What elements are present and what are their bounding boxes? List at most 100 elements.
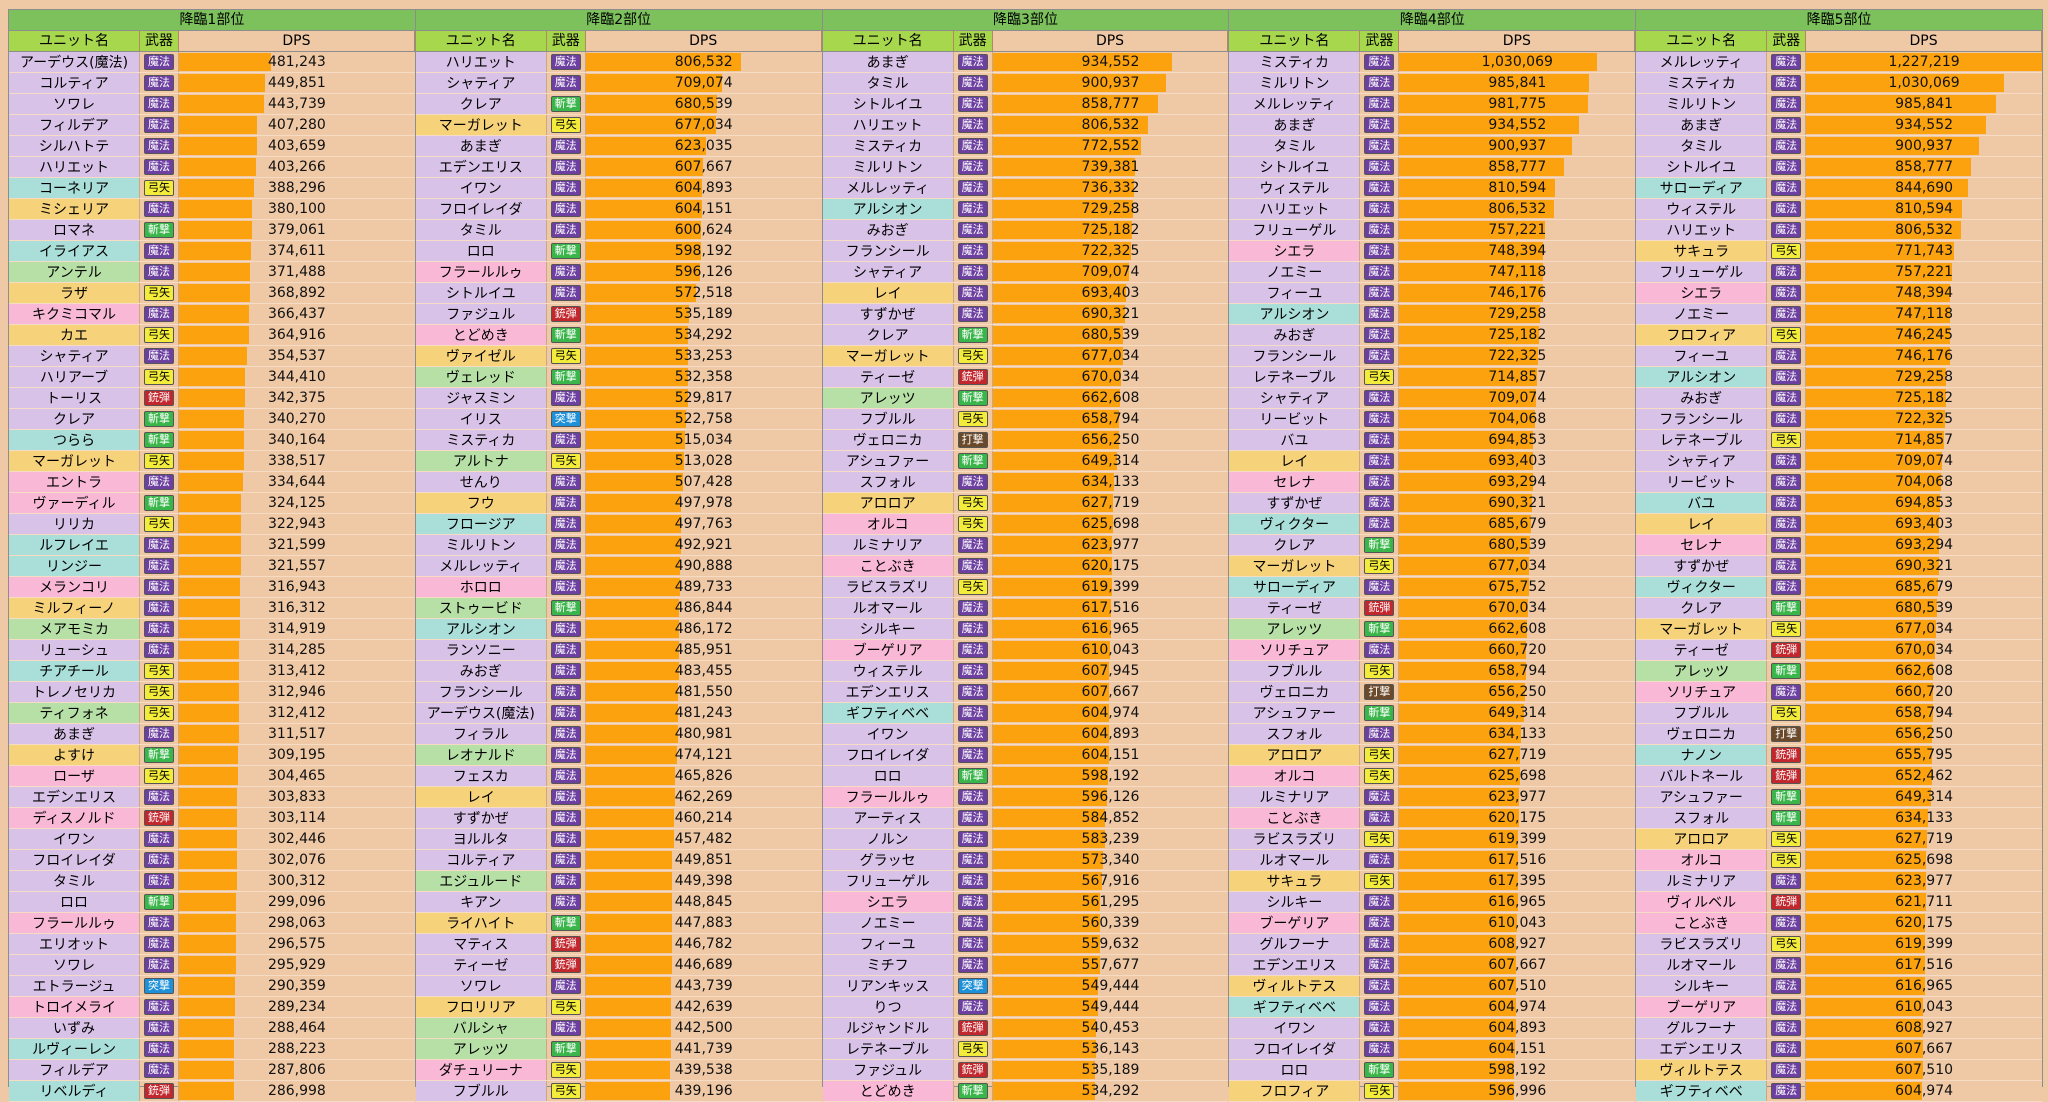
unit-name-cell[interactable]: イライアス <box>9 241 140 261</box>
table-row[interactable]: ノルン 魔法 583,239 <box>822 829 1229 850</box>
table-row[interactable]: ヴァイゼル 弓矢 533,253 <box>415 346 822 367</box>
table-row[interactable]: シエラ 魔法 748,394 <box>1229 241 1636 262</box>
unit-name-cell[interactable]: つらら <box>9 430 140 450</box>
table-row[interactable]: ソリチュア 魔法 660,720 <box>1636 682 2042 703</box>
unit-name-cell[interactable]: ウィステル <box>1636 199 1768 219</box>
unit-name-cell[interactable]: コルティア <box>415 850 547 870</box>
table-row[interactable]: ラザ 弓矢 368,892 <box>9 283 415 304</box>
table-row[interactable]: レイ 魔法 693,403 <box>1229 451 1636 472</box>
table-row[interactable]: シルハトテ 魔法 403,659 <box>9 136 415 157</box>
unit-name-cell[interactable]: メルレッティ <box>1229 94 1361 114</box>
unit-name-cell[interactable]: クレア <box>1229 535 1361 555</box>
table-row[interactable]: ロマネ 斬撃 379,061 <box>9 220 415 241</box>
table-row[interactable]: ギフティベベ 魔法 604,974 <box>822 703 1229 724</box>
unit-name-cell[interactable]: シャティア <box>1636 451 1768 471</box>
table-row[interactable]: ミスティカ 魔法 1,030,069 <box>1229 52 1636 73</box>
table-row[interactable]: ヴィルベル 銃弾 621,711 <box>1636 892 2042 913</box>
unit-name-cell[interactable]: フロイレイダ <box>9 850 140 870</box>
table-row[interactable]: ミルリトン 魔法 492,921 <box>415 535 822 556</box>
table-row[interactable]: ロロ 斬撃 299,096 <box>9 892 415 913</box>
unit-name-cell[interactable]: ウィステル <box>1229 178 1361 198</box>
unit-name-cell[interactable]: アルシオン <box>1636 367 1768 387</box>
unit-name-cell[interactable]: シルキー <box>1636 976 1768 996</box>
unit-name-cell[interactable]: メアモミカ <box>9 619 140 639</box>
table-row[interactable]: トーリス 銃弾 342,375 <box>9 388 415 409</box>
table-row[interactable]: アルシオン 魔法 729,258 <box>1636 367 2042 388</box>
table-row[interactable]: ティーゼ 銃弾 670,034 <box>822 367 1229 388</box>
table-row[interactable]: ライハイト 斬撃 447,883 <box>415 913 822 934</box>
table-row[interactable]: よすけ 斬撃 309,195 <box>9 745 415 766</box>
unit-name-cell[interactable]: エデンエリス <box>1229 955 1361 975</box>
unit-name-cell[interactable]: タミル <box>1636 136 1768 156</box>
unit-name-cell[interactable]: タミル <box>9 871 140 891</box>
table-row[interactable]: スフォル 魔法 634,133 <box>1229 724 1636 745</box>
unit-name-cell[interactable]: すずかぜ <box>1636 556 1768 576</box>
table-row[interactable]: フィーユ 魔法 746,176 <box>1229 283 1636 304</box>
table-row[interactable]: コルティア 魔法 449,851 <box>415 850 822 871</box>
unit-name-cell[interactable]: ティーゼ <box>1636 640 1768 660</box>
table-row[interactable]: とどめき 斬撃 534,292 <box>822 1081 1229 1102</box>
unit-name-cell[interactable]: フランシール <box>415 682 547 702</box>
unit-name-cell[interactable]: キアン <box>415 892 547 912</box>
unit-name-cell[interactable]: ソワレ <box>415 976 547 996</box>
table-row[interactable]: アレッツ 斬撃 662,608 <box>822 388 1229 409</box>
unit-name-cell[interactable]: フロフィア <box>1229 1081 1361 1101</box>
table-row[interactable]: フロフィア 弓矢 746,245 <box>1636 325 2042 346</box>
table-row[interactable]: グラッセ 魔法 573,340 <box>822 850 1229 871</box>
unit-name-cell[interactable]: アルトナ <box>415 451 547 471</box>
table-row[interactable]: マーガレット 弓矢 338,517 <box>9 451 415 472</box>
table-row[interactable]: シルキー 魔法 616,965 <box>1229 892 1636 913</box>
unit-name-cell[interactable]: フブルル <box>415 1081 547 1101</box>
table-row[interactable]: タミル 魔法 900,937 <box>1229 136 1636 157</box>
table-row[interactable]: ハリエット 魔法 403,266 <box>9 157 415 178</box>
unit-name-cell[interactable]: シャティア <box>415 73 547 93</box>
table-row[interactable]: ノエミー 魔法 560,339 <box>822 913 1229 934</box>
unit-name-cell[interactable]: レイ <box>1229 451 1361 471</box>
unit-name-cell[interactable]: アシュファー <box>822 451 954 471</box>
table-row[interactable]: ソワレ 魔法 443,739 <box>9 94 415 115</box>
table-row[interactable]: トレノセリカ 弓矢 312,946 <box>9 682 415 703</box>
unit-name-cell[interactable]: いずみ <box>9 1018 140 1038</box>
table-row[interactable]: エデンエリス 魔法 607,667 <box>415 157 822 178</box>
unit-name-cell[interactable]: ティフォネ <box>9 703 140 723</box>
unit-name-cell[interactable]: ソワレ <box>9 94 140 114</box>
unit-name-cell[interactable]: アレッツ <box>1636 661 1768 681</box>
table-row[interactable]: マティス 銃弾 446,782 <box>415 934 822 955</box>
unit-name-cell[interactable]: ルオマール <box>1636 955 1768 975</box>
unit-name-cell[interactable]: カエ <box>9 325 140 345</box>
table-row[interactable]: アレッツ 斬撃 441,739 <box>415 1039 822 1060</box>
table-row[interactable]: ハリエット 魔法 806,532 <box>1636 220 2042 241</box>
unit-name-cell[interactable]: シルキー <box>1229 892 1361 912</box>
table-row[interactable]: リアンキッス 突撃 549,444 <box>822 976 1229 997</box>
table-row[interactable]: ヴェロニカ 打撃 656,250 <box>1229 682 1636 703</box>
table-row[interactable]: ことぶき 魔法 620,175 <box>1229 808 1636 829</box>
column-header-weapon[interactable]: 武器 <box>1767 31 1807 51</box>
unit-name-cell[interactable]: レイ <box>1636 514 1768 534</box>
unit-name-cell[interactable]: ギフティベベ <box>1636 1081 1768 1101</box>
table-row[interactable]: リベルディ 銃弾 286,998 <box>9 1081 415 1102</box>
table-row[interactable]: クレア 斬撃 680,539 <box>415 94 822 115</box>
table-row[interactable]: ハリエット 魔法 806,532 <box>1229 199 1636 220</box>
unit-name-cell[interactable]: ミチフ <box>822 955 954 975</box>
table-row[interactable]: クレア 斬撃 680,539 <box>1229 535 1636 556</box>
unit-name-cell[interactable]: タミル <box>1229 136 1361 156</box>
column-header-name[interactable]: ユニット名 <box>1229 31 1361 51</box>
unit-name-cell[interactable]: シトルイユ <box>822 94 954 114</box>
table-row[interactable]: ブーゲリア 魔法 610,043 <box>822 640 1229 661</box>
unit-name-cell[interactable]: ルヴィーレン <box>9 1039 140 1059</box>
unit-name-cell[interactable]: ラビスラズリ <box>1636 934 1768 954</box>
unit-name-cell[interactable]: みおぎ <box>415 661 547 681</box>
table-row[interactable]: アーティス 魔法 584,852 <box>822 808 1229 829</box>
unit-name-cell[interactable]: フリューゲル <box>822 871 954 891</box>
table-row[interactable]: りつ 魔法 549,444 <box>822 997 1229 1018</box>
unit-name-cell[interactable]: イリス <box>415 409 547 429</box>
table-row[interactable]: サキュラ 弓矢 617,395 <box>1229 871 1636 892</box>
unit-name-cell[interactable]: マティス <box>415 934 547 954</box>
unit-name-cell[interactable]: フィーユ <box>822 934 954 954</box>
table-row[interactable]: ヴェレッド 斬撃 532,358 <box>415 367 822 388</box>
unit-name-cell[interactable]: ティーゼ <box>822 367 954 387</box>
table-row[interactable]: グルフーナ 魔法 608,927 <box>1636 1018 2042 1039</box>
table-row[interactable]: ダチュリーナ 弓矢 439,538 <box>415 1060 822 1081</box>
table-row[interactable]: マーガレット 弓矢 677,034 <box>1229 556 1636 577</box>
unit-name-cell[interactable]: スフォル <box>822 472 954 492</box>
